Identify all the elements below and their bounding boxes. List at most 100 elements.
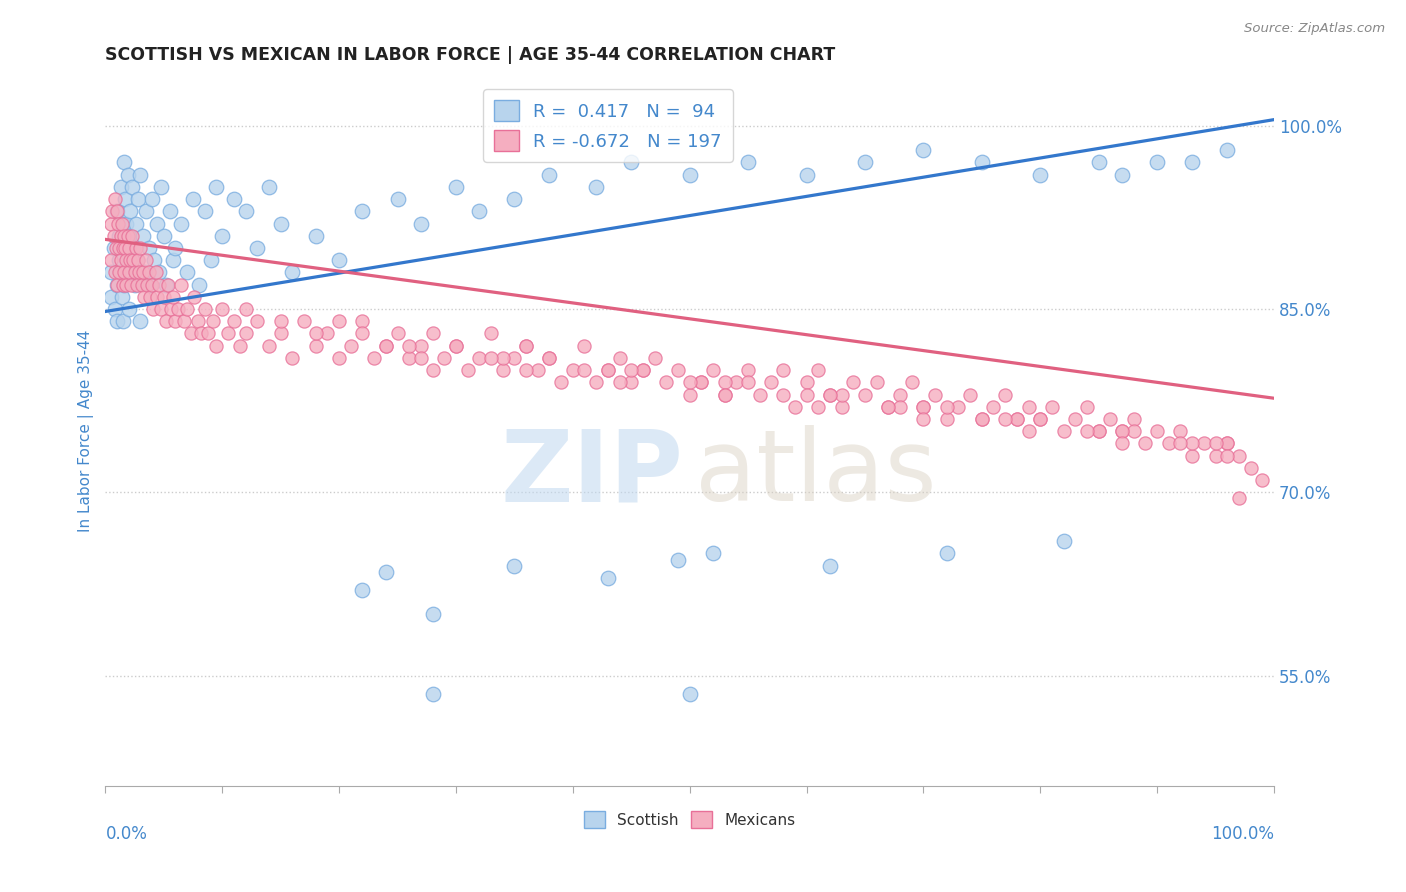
- Point: [183, 290, 205, 304]
- Point: [713, 387, 735, 401]
- Point: [122, 253, 145, 268]
- Point: [105, 277, 128, 292]
- Point: [970, 412, 993, 426]
- Point: [246, 314, 269, 328]
- Point: [479, 351, 502, 365]
- Point: [1181, 155, 1204, 169]
- Point: [596, 363, 619, 377]
- Point: [108, 241, 131, 255]
- Point: [159, 301, 181, 316]
- Point: [363, 351, 385, 365]
- Point: [877, 400, 900, 414]
- Point: [387, 192, 409, 206]
- Point: [1227, 491, 1250, 506]
- Point: [107, 217, 129, 231]
- Point: [270, 217, 292, 231]
- Point: [120, 277, 142, 292]
- Point: [609, 351, 631, 365]
- Point: [1087, 424, 1109, 438]
- Point: [387, 326, 409, 341]
- Point: [235, 301, 257, 316]
- Point: [398, 339, 420, 353]
- Point: [194, 204, 217, 219]
- Point: [1076, 400, 1098, 414]
- Point: [503, 192, 526, 206]
- Point: [666, 363, 689, 377]
- Point: [115, 265, 138, 279]
- Point: [352, 204, 374, 219]
- Point: [235, 204, 257, 219]
- Point: [114, 241, 136, 255]
- Point: [118, 253, 141, 268]
- Point: [162, 253, 184, 268]
- Point: [201, 314, 224, 328]
- Point: [1087, 424, 1109, 438]
- Point: [165, 241, 187, 255]
- Point: [281, 265, 304, 279]
- Point: [246, 241, 269, 255]
- Point: [111, 217, 134, 231]
- Point: [796, 387, 818, 401]
- Point: [118, 241, 141, 255]
- Point: [409, 217, 432, 231]
- Point: [328, 351, 350, 365]
- Point: [912, 143, 935, 157]
- Point: [111, 314, 134, 328]
- Point: [772, 387, 794, 401]
- Point: [305, 326, 328, 341]
- Point: [166, 301, 188, 316]
- Point: [1157, 436, 1180, 450]
- Point: [970, 412, 993, 426]
- Point: [114, 192, 136, 206]
- Point: [1099, 412, 1122, 426]
- Point: [620, 376, 643, 390]
- Point: [1216, 449, 1239, 463]
- Point: [807, 363, 830, 377]
- Point: [1111, 168, 1133, 182]
- Legend: Scottish, Mexicans: Scottish, Mexicans: [578, 805, 801, 835]
- Point: [132, 265, 155, 279]
- Point: [316, 326, 339, 341]
- Point: [1135, 436, 1157, 450]
- Point: [155, 277, 177, 292]
- Point: [807, 400, 830, 414]
- Point: [108, 253, 131, 268]
- Point: [270, 314, 292, 328]
- Point: [702, 363, 724, 377]
- Point: [853, 387, 876, 401]
- Point: [1146, 424, 1168, 438]
- Point: [105, 314, 128, 328]
- Point: [761, 376, 783, 390]
- Point: [702, 546, 724, 560]
- Point: [631, 363, 654, 377]
- Point: [211, 228, 233, 243]
- Point: [108, 265, 131, 279]
- Point: [574, 363, 596, 377]
- Point: [118, 265, 141, 279]
- Point: [935, 400, 957, 414]
- Point: [148, 265, 170, 279]
- Point: [105, 204, 128, 219]
- Point: [143, 253, 166, 268]
- Text: atlas: atlas: [696, 425, 938, 522]
- Point: [132, 290, 155, 304]
- Point: [1029, 168, 1052, 182]
- Point: [153, 290, 176, 304]
- Point: [1005, 412, 1028, 426]
- Point: [1170, 436, 1192, 450]
- Point: [117, 228, 139, 243]
- Point: [222, 314, 245, 328]
- Point: [146, 290, 169, 304]
- Point: [104, 301, 127, 316]
- Point: [111, 241, 134, 255]
- Point: [818, 387, 841, 401]
- Point: [229, 339, 252, 353]
- Text: 100.0%: 100.0%: [1211, 824, 1274, 843]
- Point: [103, 241, 125, 255]
- Point: [994, 412, 1017, 426]
- Point: [170, 217, 193, 231]
- Point: [374, 565, 396, 579]
- Point: [422, 363, 444, 377]
- Point: [783, 400, 806, 414]
- Point: [1087, 155, 1109, 169]
